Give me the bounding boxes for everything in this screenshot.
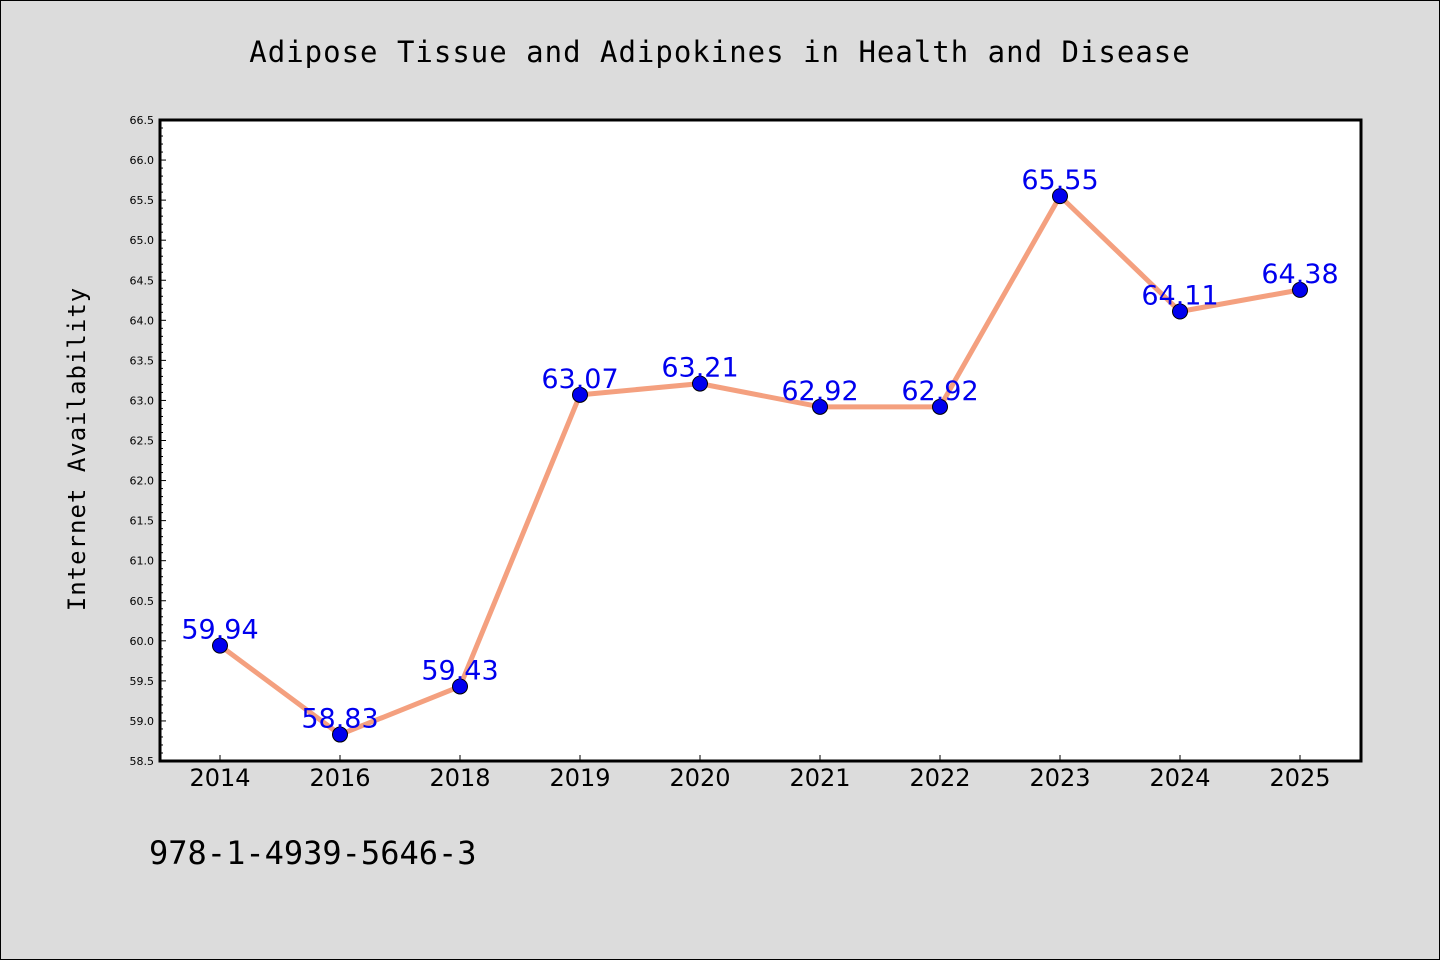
y-tick-label: 62.0: [130, 475, 155, 488]
y-tick-label: 61.5: [130, 515, 155, 528]
chart-title: Adipose Tissue and Adipokines in Health …: [249, 35, 1191, 69]
y-tick-label: 63.5: [130, 354, 155, 367]
data-label: 65.55: [1021, 165, 1098, 196]
data-label: 63.21: [661, 353, 738, 384]
data-label: 64.38: [1261, 259, 1338, 290]
y-tick-label: 64.5: [130, 274, 155, 287]
x-tick-label: 2023: [1029, 764, 1090, 792]
y-tick-label: 65.0: [130, 234, 155, 247]
isbn-footer: 978-1-4939-5646-3: [149, 834, 477, 872]
x-tick-label: 2020: [669, 764, 730, 792]
y-tick-label: 66.0: [130, 154, 155, 167]
data-point: [1292, 281, 1308, 298]
y-tick-label: 58.5: [130, 755, 155, 768]
x-tick-label: 2014: [189, 764, 250, 792]
x-tick-label: 2025: [1269, 764, 1330, 792]
y-tick-label: 66.5: [130, 114, 155, 127]
x-tick-label: 2019: [549, 764, 610, 792]
y-tick-label: 60.5: [130, 595, 155, 608]
x-tick-label: 2024: [1149, 764, 1210, 792]
plot-frame: [158, 118, 1363, 763]
y-tick-label: 62.5: [130, 435, 155, 448]
y-tick-label: 60.0: [130, 635, 155, 648]
x-tick-label: 2016: [309, 764, 370, 792]
data-point: [452, 678, 468, 695]
data-point: [332, 726, 348, 743]
x-tick-label: 2022: [909, 764, 970, 792]
data-point: [212, 637, 228, 654]
y-tick-label: 64.0: [130, 314, 155, 327]
data-label: 62.92: [901, 376, 978, 407]
y-tick-label: 59.5: [130, 675, 155, 688]
plot-area: [160, 120, 1361, 761]
y-tick-label: 61.0: [130, 555, 155, 568]
x-tick-label: 2018: [429, 764, 490, 792]
data-label: 64.11: [1141, 280, 1218, 311]
data-point: [812, 398, 828, 415]
data-label: 58.83: [301, 704, 378, 735]
data-point: [692, 375, 708, 392]
data-point: [572, 386, 588, 403]
data-point: [1052, 188, 1068, 205]
y-tick-label: 59.0: [130, 715, 155, 728]
y-tick-label: 63.0: [130, 394, 155, 407]
series-line: [217, 193, 1303, 738]
data-point: [1172, 303, 1188, 320]
x-tick-label: 2021: [789, 764, 850, 792]
data-label: 63.07: [541, 364, 618, 395]
data-label: 62.92: [781, 376, 858, 407]
data-label: 59.43: [421, 655, 498, 686]
data-label: 59.94: [181, 615, 258, 646]
y-tick-label: 65.5: [130, 194, 155, 207]
data-point: [932, 398, 948, 415]
